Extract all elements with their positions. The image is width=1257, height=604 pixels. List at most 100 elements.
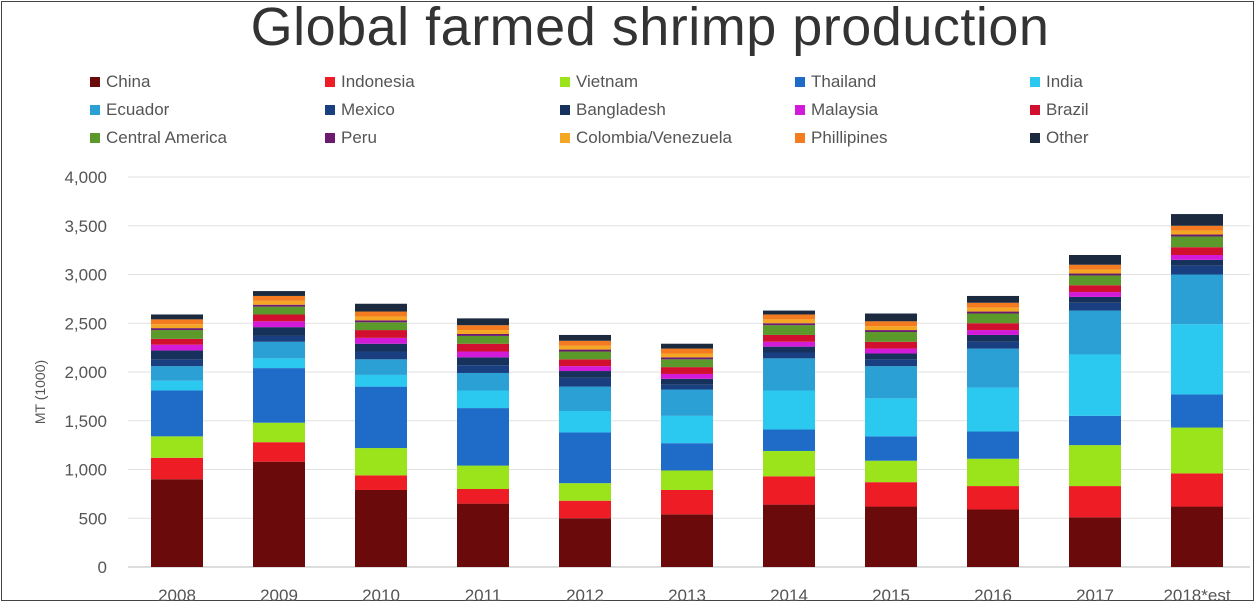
y-tick-label: 2,000 [64,363,107,382]
x-tick-label: 2013 [668,586,706,604]
bar-segment [355,338,407,344]
bar-segment [457,489,509,504]
bar-segment [253,321,305,327]
y-tick-label: 500 [79,509,107,528]
bar-segment [865,314,917,322]
bar-segment [355,344,407,352]
bar-segment [1069,270,1121,274]
x-tick-label: 2015 [872,586,910,604]
bar-segment [865,330,917,332]
bar-segment [661,344,713,349]
bar-segment [151,359,203,366]
bar-segment [865,326,917,330]
y-tick-label: 0 [98,558,107,577]
bar-segment [559,366,611,371]
bar-segment [1069,297,1121,303]
bar-segment [865,366,917,398]
bar-segment [253,358,305,368]
bar-segment [661,385,713,390]
bar-segment [559,518,611,567]
y-tick-label: 3,500 [64,217,107,236]
bar-segment [1171,324,1223,394]
bar-segment [967,323,1019,330]
bar-segment [151,381,203,391]
bar-segment [253,368,305,423]
bar-segment [253,342,305,359]
bar-segment [763,347,815,353]
bar-segment [151,391,203,437]
bar-segment [355,475,407,490]
bar-segment [151,351,203,360]
bar-segment [355,359,407,375]
x-tick-label: 2008 [158,586,196,604]
bar-segment [1069,303,1121,311]
bar-segment [559,432,611,483]
bar-segment [559,501,611,519]
bar-segment [661,443,713,470]
bar-segment [865,353,917,359]
bar-segment [355,448,407,475]
bar-segment [1171,275,1223,325]
bar-segment [1171,236,1223,247]
bar-segment [865,436,917,460]
bar-segment [1171,226,1223,231]
bar-segment [763,323,815,325]
bar-segment [253,314,305,321]
bar-segment [559,335,611,341]
x-tick-label: 2014 [770,586,808,604]
bar-segment [457,373,509,391]
bar-segment [253,307,305,315]
bar-segment [457,408,509,466]
bar-segment [967,349,1019,388]
bar-segment [457,365,509,373]
bar-segment [457,318,509,325]
y-axis-label: MT (1000) [32,360,48,424]
bar-segment [559,411,611,432]
bar-segment [763,430,815,451]
bar-segment [865,482,917,506]
bar-segment [355,304,407,312]
y-tick-label: 4,000 [64,168,107,187]
bar-segment [661,390,713,416]
bar-segment [1069,292,1121,297]
bar-segment [763,311,815,315]
bar-segment [253,336,305,342]
bar-segment [151,314,203,319]
bar-segment [151,436,203,457]
bar-segment [865,321,917,326]
bar-segment [253,462,305,567]
bar-segment [559,359,611,366]
bar-segment [1171,247,1223,255]
bar-segment [151,328,203,330]
bar-segment [355,387,407,448]
bar-segment [967,486,1019,509]
x-tick-label: 2010 [362,586,400,604]
bar-segment [967,509,1019,567]
bar-segment [457,344,509,352]
bar-segment [763,451,815,476]
bar-segment [661,374,713,379]
y-tick-label: 1,000 [64,461,107,480]
bar-segment [1171,394,1223,427]
bar-segment [865,349,917,354]
bar-segment [457,330,509,334]
bar-segment [967,303,1019,308]
bar-segment [967,296,1019,303]
x-tick-label: 2011 [465,586,502,604]
bar-segment [1171,507,1223,567]
bar-segment [967,431,1019,458]
bar-segment [151,339,203,345]
bar-segment [967,388,1019,432]
bar-segment [1069,255,1121,265]
bar-segment [1171,231,1223,235]
bar-segment [1069,445,1121,486]
bar-segment [355,490,407,567]
bar-segment [1069,354,1121,415]
x-tick-label: 2009 [260,586,298,604]
bar-segment [559,350,611,352]
bar-segment [763,314,815,319]
bar-segment [355,320,407,322]
bar-segment [967,459,1019,486]
bar-segment [559,387,611,411]
